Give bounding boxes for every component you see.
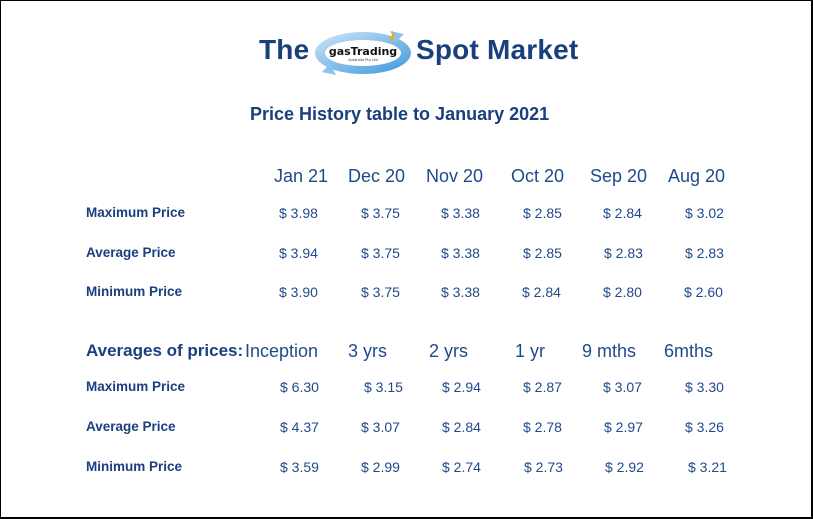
table-cell: $ 2.84 [442, 419, 481, 435]
row-label: Minimum Price [86, 459, 183, 474]
table-cell: $ 3.38 [441, 205, 480, 221]
table-cell: $ 2.80 [603, 284, 642, 300]
col-header: Sep 20 [590, 166, 648, 186]
table-cell: $ 2.78 [523, 419, 562, 435]
table-cell: $ 2.97 [604, 419, 643, 435]
table-cell: $ 4.37 [280, 419, 319, 435]
row-label: Maximum Price [86, 379, 186, 394]
col-header: 1 yr [515, 341, 546, 361]
table-cell: $ 3.75 [361, 284, 400, 300]
table-cell: $ 3.02 [685, 205, 724, 221]
row-label: Average Price [86, 419, 176, 434]
table-cell: $ 3.75 [361, 245, 400, 261]
table-cell: $ 2.60 [684, 284, 723, 300]
table-cell: $ 3.07 [603, 379, 642, 395]
table-cell: $ 3.59 [280, 459, 319, 475]
col-header: Nov 20 [426, 166, 484, 186]
title-the: The [259, 34, 310, 65]
col-header: 3 yrs [348, 341, 388, 361]
gastrading-logo-icon: gasTrading Australia Pty Ltd [315, 30, 411, 75]
table-cell: $ 2.73 [524, 459, 563, 475]
table-cell: $ 3.90 [279, 284, 318, 300]
table-cell: $ 6.30 [280, 379, 319, 395]
table-cell: $ 3.15 [364, 379, 403, 395]
col-header: Jan 21 [274, 166, 329, 186]
row-label: Maximum Price [86, 205, 186, 220]
table-cell: $ 2.92 [605, 459, 644, 475]
table-cell: $ 2.84 [603, 205, 642, 221]
table-cell: $ 3.21 [688, 459, 727, 475]
col-header: 9 mths [582, 341, 637, 361]
table-cell: $ 3.38 [441, 245, 480, 261]
table-cell: $ 3.30 [685, 379, 724, 395]
table-cell: $ 3.38 [441, 284, 480, 300]
table-cell: $ 3.75 [361, 205, 400, 221]
table-cell: $ 3.26 [685, 419, 724, 435]
table-cell: $ 2.87 [523, 379, 562, 395]
table-cell: $ 3.07 [361, 419, 400, 435]
col-header: 6mths [664, 341, 714, 361]
title-spot-market: Spot Market [416, 34, 579, 65]
table-cell: $ 2.85 [523, 205, 562, 221]
row-label: Minimum Price [86, 284, 183, 299]
table-cell: $ 2.99 [361, 459, 400, 475]
col-header: 2 yrs [429, 341, 469, 361]
col-header: Oct 20 [511, 166, 565, 186]
table-cell: $ 2.74 [442, 459, 481, 475]
table-cell: $ 3.94 [279, 245, 318, 261]
table-cell: $ 2.83 [604, 245, 643, 261]
header: The gasTrading Australia Pty Ltd Spot Ma… [0, 26, 813, 78]
row-label: Average Price [86, 245, 176, 260]
table-cell: $ 3.98 [279, 205, 318, 221]
table-cell: $ 2.85 [523, 245, 562, 261]
averages-section-label: Averages of prices: [86, 341, 244, 360]
col-header: Inception [245, 341, 319, 361]
table-cell: $ 2.84 [522, 284, 561, 300]
table-cell: $ 2.94 [442, 379, 481, 395]
page-subtitle: Price History table to January 2021 [250, 104, 550, 124]
table-cell: $ 2.83 [685, 245, 724, 261]
svg-text:gasTrading: gasTrading [329, 45, 397, 58]
col-header: Dec 20 [348, 166, 406, 186]
col-header: Aug 20 [668, 166, 726, 186]
svg-text:Australia Pty Ltd: Australia Pty Ltd [348, 58, 378, 62]
